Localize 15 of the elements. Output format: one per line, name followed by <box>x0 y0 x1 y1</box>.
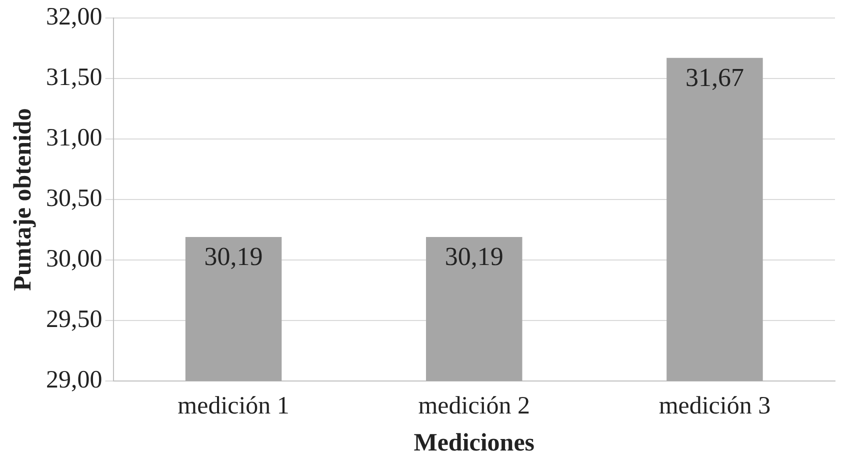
y-axis-title: Puntaje obtenido <box>9 108 36 291</box>
y-tick-label: 32,00 <box>46 4 102 31</box>
x-tick-label: medición 3 <box>658 392 771 420</box>
y-tick-label: 30,50 <box>46 185 102 212</box>
y-tick-label: 29,50 <box>46 306 102 334</box>
data-label: 30,19 <box>444 242 504 271</box>
data-label: 30,19 <box>204 242 263 271</box>
x-tick-label: medición 1 <box>178 392 290 420</box>
x-tick-label: medición 2 <box>418 392 530 420</box>
y-tick-label: 31,50 <box>46 64 102 92</box>
data-label: 31,67 <box>685 62 744 92</box>
y-tick-label: 30,00 <box>46 246 102 273</box>
x-axis-title: Mediciones <box>414 429 535 456</box>
y-tick-label: 31,00 <box>46 124 102 152</box>
y-tick-label: 29,00 <box>46 366 102 394</box>
